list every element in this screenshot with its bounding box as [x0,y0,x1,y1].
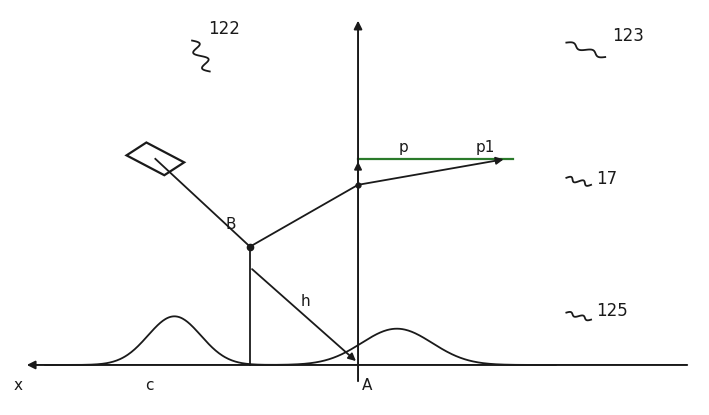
Text: p: p [399,140,409,155]
Text: 122: 122 [208,20,240,38]
Text: 17: 17 [596,170,617,188]
Text: p1: p1 [476,140,495,155]
Text: 125: 125 [596,303,627,320]
Text: x: x [14,378,23,393]
Text: B: B [225,217,236,232]
Text: h: h [300,294,310,309]
Text: 123: 123 [613,27,644,45]
Text: c: c [145,378,154,393]
Text: A: A [362,378,372,393]
